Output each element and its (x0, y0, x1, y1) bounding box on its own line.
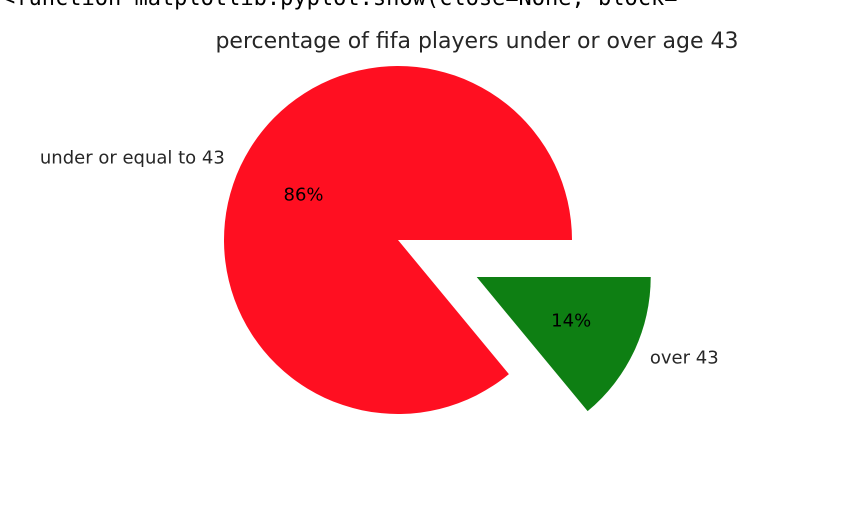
pie-slices (224, 66, 651, 415)
chart-title: percentage of fifa players under or over… (215, 29, 738, 54)
slice-label: over 43 (650, 348, 719, 369)
pie-slice (224, 66, 572, 415)
pie-slice (476, 277, 651, 412)
pie-labels: 86% under or equal to 43 14% over 43 (40, 148, 719, 369)
slice-label: under or equal to 43 (40, 148, 225, 169)
output-text: <function matplotlib.pyplot.show(close=N… (2, 0, 678, 12)
pct-label: 14% (551, 310, 591, 331)
pct-label: 86% (284, 185, 324, 206)
